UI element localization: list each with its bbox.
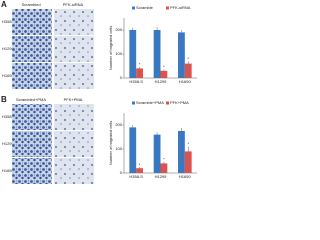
micrograph: [54, 63, 94, 89]
significance: *: [139, 62, 141, 67]
micrograph: [54, 131, 94, 157]
micrograph: [12, 131, 52, 157]
y-tick-label: 0: [120, 75, 123, 80]
significance: *: [163, 157, 165, 162]
figure: A Scrambled PFK-siRNA H358-S H1299 H1650 B Scra…: [1, 0, 197, 184]
bar: [160, 70, 168, 78]
legend-label: PFK+PMA: [170, 100, 189, 105]
significance: *: [187, 141, 189, 146]
column-label: PFK+PMA: [64, 97, 83, 102]
y-tick-label: 200: [115, 122, 122, 127]
row-label: H1299: [2, 141, 15, 146]
legend-swatch: [132, 101, 135, 105]
micrograph: [54, 9, 94, 35]
bar: [129, 127, 137, 173]
row-label: H1299: [2, 46, 15, 51]
micrograph: [54, 158, 94, 184]
y-tick-label: 100: [115, 51, 122, 56]
bar: [136, 168, 143, 173]
legend-swatch: [132, 6, 135, 10]
significance: *: [139, 162, 141, 167]
micrograph: [54, 104, 94, 130]
micrograph: [54, 36, 94, 62]
legend-swatch: [166, 6, 169, 10]
micrograph: [12, 158, 52, 184]
micrograph: [12, 36, 52, 62]
bar: [184, 151, 192, 173]
x-tick-label: H1650: [179, 79, 192, 84]
column-label: PFK-siRNA: [63, 2, 84, 7]
panel-letter: A: [1, 0, 7, 9]
y-tick-label: 200: [115, 27, 122, 32]
row-label: H358-S: [2, 114, 16, 119]
legend-swatch: [166, 101, 169, 105]
y-axis-label: Number of migrated cells: [108, 26, 113, 70]
micrograph: [12, 63, 52, 89]
legend-label: PFK-siRNA: [170, 5, 191, 10]
y-tick-label: 100: [115, 146, 122, 151]
panel-letter: B: [1, 95, 7, 104]
legend-label: Scramble: [136, 5, 154, 10]
micrograph: [12, 104, 52, 130]
x-tick-label: H1299: [155, 79, 168, 84]
legend-label: Scramble+PMA: [136, 100, 164, 105]
significance: *: [163, 64, 165, 69]
x-tick-label: H1299: [155, 174, 168, 179]
bar: [160, 163, 168, 173]
y-tick-label: 0: [120, 170, 123, 175]
bar: [178, 32, 185, 78]
x-tick-label: H1650: [179, 174, 192, 179]
x-tick-label: H358-S: [129, 79, 143, 84]
bar: [184, 63, 192, 78]
row-label: H358-S: [2, 19, 16, 24]
bar: [136, 68, 143, 78]
row-label: H1650: [2, 73, 15, 78]
column-label: Scrambled+PMA: [16, 97, 46, 102]
column-label: Scrambled: [21, 2, 40, 7]
row-label: H1650: [2, 168, 15, 173]
bar: [153, 134, 161, 173]
bar: [178, 131, 185, 173]
x-tick-label: H358-S: [129, 174, 143, 179]
micrograph: [12, 9, 52, 35]
y-axis-label: Number of migrated cells: [108, 121, 113, 165]
bar: [153, 30, 161, 78]
bar: [129, 30, 137, 78]
significance: *: [187, 56, 189, 61]
